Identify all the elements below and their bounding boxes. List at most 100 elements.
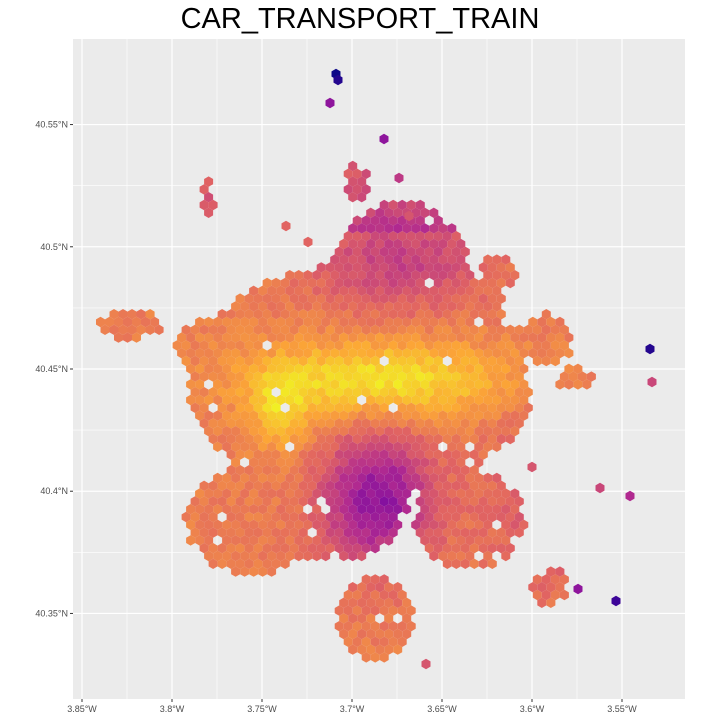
hex-cell xyxy=(366,628,376,640)
hex-cell xyxy=(339,519,349,530)
hex-cell xyxy=(505,340,515,351)
hex-cell xyxy=(249,550,259,562)
hex-cell xyxy=(370,605,380,616)
hex-cell xyxy=(253,371,263,382)
hex-cell xyxy=(334,277,344,289)
hex-cell xyxy=(339,332,349,343)
hex-cell xyxy=(235,511,245,523)
hex-cell xyxy=(420,270,430,281)
hex-cell xyxy=(415,309,425,320)
hex-cell xyxy=(343,636,353,647)
hex-cell xyxy=(469,355,479,367)
hex-cell xyxy=(240,472,250,484)
hex-cell xyxy=(217,480,227,491)
hex-cell xyxy=(474,285,484,296)
hex-cell xyxy=(253,480,263,491)
hex-cell xyxy=(262,387,272,398)
hex-cell xyxy=(510,394,520,406)
hex-cell xyxy=(447,363,457,374)
hex-cell xyxy=(465,488,475,499)
hex-cell xyxy=(465,535,475,546)
hex-cell xyxy=(541,324,551,335)
hex-cell xyxy=(330,504,340,515)
hex-cell xyxy=(325,355,335,367)
hex-cell xyxy=(406,402,416,413)
hex-cell xyxy=(339,394,349,406)
hex-cell xyxy=(289,511,299,523)
hex-cell xyxy=(357,550,367,562)
hex-cell xyxy=(420,410,430,421)
hex-cell xyxy=(361,605,371,616)
hex-cell xyxy=(267,457,277,468)
hex-cell xyxy=(388,387,398,398)
hex-cell xyxy=(375,285,385,296)
hex-cell xyxy=(447,301,457,312)
hex-cell xyxy=(208,340,218,351)
hex-cell xyxy=(465,519,475,530)
hex-cell xyxy=(330,441,340,452)
hex-cell xyxy=(415,231,425,242)
hex-cell xyxy=(352,246,362,257)
hex-cell xyxy=(348,582,358,593)
hex-cell xyxy=(483,379,493,390)
hex-cell xyxy=(307,496,317,507)
hex-cell xyxy=(487,527,497,538)
hex-cell xyxy=(316,309,326,320)
hex-cell xyxy=(505,387,515,398)
hex-cell xyxy=(294,379,304,390)
hex-cell xyxy=(307,340,317,351)
hex-cell xyxy=(294,348,304,359)
hex-cell xyxy=(231,426,241,437)
hex-cell xyxy=(334,371,344,382)
hex-cell xyxy=(321,535,331,546)
hex-cell xyxy=(465,504,475,515)
hex-cell xyxy=(595,482,605,494)
hex-cell xyxy=(357,582,367,593)
hex-cell xyxy=(505,355,515,367)
hex-cell xyxy=(393,238,403,250)
hex-cell xyxy=(384,238,394,250)
hex-cell xyxy=(289,433,299,445)
hex-cell xyxy=(343,543,353,554)
hex-cell xyxy=(456,426,466,437)
hex-cell xyxy=(240,550,250,562)
hex-cell xyxy=(424,543,434,554)
hex-cell xyxy=(361,215,371,226)
hex-cell xyxy=(519,379,529,390)
hex-cell xyxy=(357,238,367,250)
hex-cell xyxy=(442,262,452,273)
hex-cell xyxy=(460,324,470,335)
hex-cell xyxy=(361,184,371,195)
hex-cell xyxy=(240,379,250,390)
hex-cell xyxy=(348,285,358,296)
hex-cell xyxy=(280,465,290,476)
hex-cell xyxy=(370,293,380,304)
hex-cell xyxy=(397,355,407,367)
hex-cell xyxy=(375,644,385,655)
hex-cell xyxy=(546,582,556,593)
hex-cell xyxy=(294,285,304,296)
hex-cell xyxy=(114,316,123,328)
hex-cell xyxy=(483,410,493,421)
hex-cell xyxy=(330,488,340,499)
hex-cell xyxy=(492,332,502,343)
hex-cell xyxy=(451,262,461,273)
hex-cell xyxy=(469,309,479,320)
hex-cell xyxy=(253,418,263,429)
hex-cell xyxy=(384,644,394,655)
hex-cell xyxy=(294,488,304,499)
hex-cell xyxy=(226,496,236,507)
hex-cell xyxy=(541,589,551,601)
hex-cell xyxy=(343,324,353,335)
hex-cell xyxy=(424,355,434,367)
hex-cell xyxy=(487,418,497,429)
hex-cell xyxy=(424,246,434,257)
hex-cell xyxy=(321,379,331,390)
hex-cell xyxy=(438,457,448,468)
hex-cell xyxy=(505,433,515,445)
hex-cell xyxy=(253,449,263,460)
hex-cell xyxy=(316,465,326,476)
hex-cell xyxy=(406,371,416,382)
hex-cell xyxy=(424,418,434,429)
hex-cell xyxy=(307,277,317,289)
